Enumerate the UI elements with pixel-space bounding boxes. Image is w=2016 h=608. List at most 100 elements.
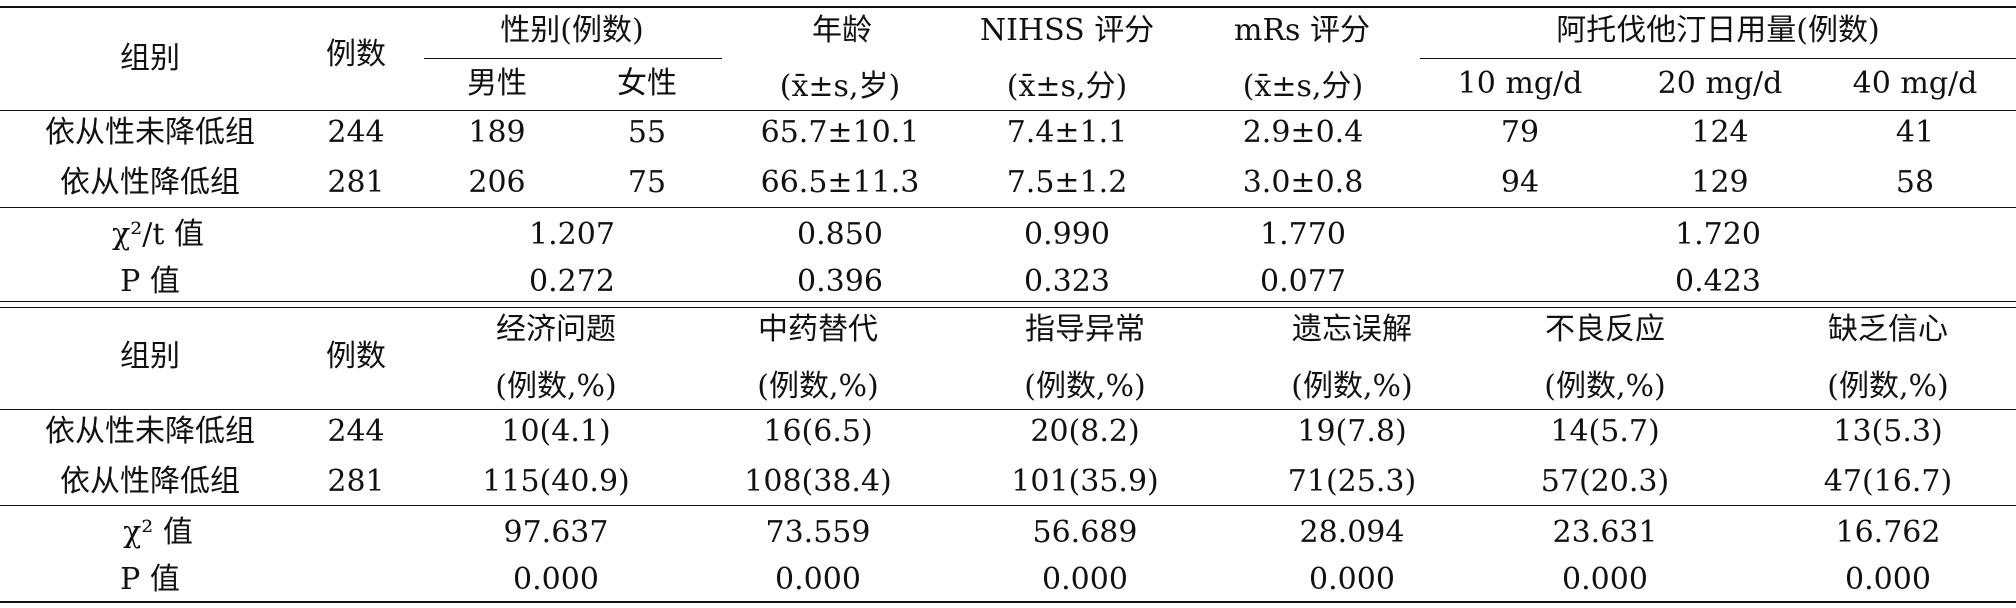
header-group: 组别 <box>120 41 180 76</box>
row-nihss: 7.4±1.1 <box>1006 115 1128 150</box>
row-forget: 71(25.3) <box>1287 464 1417 499</box>
section-divider-rule-2 <box>0 307 2016 308</box>
header-forget-unit: (例数,%) <box>1291 369 1413 404</box>
row-tcm: 108(38.4) <box>744 464 892 499</box>
row-group: 依从性未降低组 <box>45 414 255 449</box>
row-mrs: 3.0±0.8 <box>1242 165 1364 200</box>
stat-label: χ²/t 值 <box>112 217 204 252</box>
header-guidance: 指导异常 <box>1025 312 1145 347</box>
header-dose-10: 10 mg/d <box>1457 66 1583 101</box>
row-tcm: 16(6.5) <box>763 414 873 449</box>
row-female: 75 <box>627 165 667 200</box>
header-count: 例数 <box>326 37 386 72</box>
header-male: 男性 <box>467 66 527 101</box>
p-forget: 0.000 <box>1309 562 1395 597</box>
row-female: 55 <box>627 115 667 150</box>
p-tcm: 0.000 <box>775 562 861 597</box>
row-age: 66.5±11.3 <box>760 165 920 200</box>
p-label: P 值 <box>120 562 180 597</box>
header-dose-20: 20 mg/d <box>1657 66 1783 101</box>
header-nihss-unit: (x̄±s,分) <box>1006 69 1128 104</box>
p-guidance: 0.000 <box>1042 562 1128 597</box>
row-group: 依从性未降低组 <box>45 115 255 150</box>
header-nihss: NIHSS 评分 <box>979 13 1155 48</box>
bottom-header-rule <box>0 409 2016 410</box>
row-male: 206 <box>468 165 526 200</box>
header-mrs: mRs 评分 <box>1234 13 1370 48</box>
header-age-unit: (x̄±s,岁) <box>779 69 901 104</box>
header-forget: 遗忘误解 <box>1292 312 1412 347</box>
row-n: 281 <box>327 165 385 200</box>
section-divider-rule-1 <box>0 301 2016 302</box>
row-adverse: 57(20.3) <box>1540 464 1670 499</box>
header-sex: 性别(例数) <box>500 13 644 48</box>
row-n: 281 <box>327 464 385 499</box>
row-economic: 10(4.1) <box>501 414 611 449</box>
stat-confidence: 16.762 <box>1835 515 1941 550</box>
p-dose: 0.423 <box>1675 264 1761 299</box>
header-economic-unit: (例数,%) <box>495 369 617 404</box>
row-dose-20: 124 <box>1691 115 1749 150</box>
p-adverse: 0.000 <box>1562 562 1648 597</box>
row-guidance: 101(35.9) <box>1011 464 1159 499</box>
bottom-rule <box>0 601 2016 603</box>
stat-mrs: 1.770 <box>1260 217 1346 252</box>
row-group: 依从性降低组 <box>60 165 240 200</box>
header-female: 女性 <box>617 66 677 101</box>
row-dose-40: 58 <box>1895 165 1935 200</box>
header-dose: 阿托伐他汀日用量(例数) <box>1556 13 1880 48</box>
row-n: 244 <box>327 115 385 150</box>
p-label: P 值 <box>120 264 180 299</box>
row-group: 依从性降低组 <box>60 464 240 499</box>
stat-forget: 28.094 <box>1299 515 1405 550</box>
header-confidence: 缺乏信心 <box>1828 312 1948 347</box>
stat-age: 0.850 <box>797 217 883 252</box>
p-economic: 0.000 <box>513 562 599 597</box>
stat-economic: 97.637 <box>503 515 609 550</box>
header-tcm-unit: (例数,%) <box>757 369 879 404</box>
row-mrs: 2.9±0.4 <box>1242 115 1364 150</box>
stat-nihss: 0.990 <box>1024 217 1110 252</box>
stat-adverse: 23.631 <box>1552 515 1658 550</box>
p-age: 0.396 <box>797 264 883 299</box>
header-tcm: 中药替代 <box>758 312 878 347</box>
row-dose-20: 129 <box>1691 165 1749 200</box>
row-dose-10: 94 <box>1500 165 1540 200</box>
stat-label: χ² 值 <box>123 515 193 550</box>
stat-dose: 1.720 <box>1675 217 1761 252</box>
stat-sex: 1.207 <box>529 217 615 252</box>
header-economic: 经济问题 <box>496 312 616 347</box>
header-group: 组别 <box>120 339 180 374</box>
dose-underline <box>1420 58 2016 59</box>
sex-underline <box>424 58 722 59</box>
p-confidence: 0.000 <box>1845 562 1931 597</box>
row-adverse: 14(5.7) <box>1550 414 1660 449</box>
header-bottom-rule <box>0 110 2016 111</box>
data-bottom-rule <box>0 207 2016 208</box>
header-guidance-unit: (例数,%) <box>1024 369 1146 404</box>
top-rule <box>0 6 2016 8</box>
header-confidence-unit: (例数,%) <box>1827 369 1949 404</box>
header-count: 例数 <box>326 339 386 374</box>
row-male: 189 <box>468 115 526 150</box>
header-adverse-unit: (例数,%) <box>1544 369 1666 404</box>
row-dose-10: 79 <box>1500 115 1540 150</box>
row-confidence: 47(16.7) <box>1823 464 1953 499</box>
row-age: 65.7±10.1 <box>760 115 920 150</box>
row-guidance: 20(8.2) <box>1030 414 1140 449</box>
row-n: 244 <box>327 414 385 449</box>
row-forget: 19(7.8) <box>1297 414 1407 449</box>
header-mrs-unit: (x̄±s,分) <box>1242 69 1364 104</box>
stat-guidance: 56.689 <box>1032 515 1138 550</box>
stat-tcm: 73.559 <box>765 515 871 550</box>
p-nihss: 0.323 <box>1024 264 1110 299</box>
row-confidence: 13(5.3) <box>1833 414 1943 449</box>
bottom-data-rule <box>0 505 2016 506</box>
p-mrs: 0.077 <box>1260 264 1346 299</box>
header-adverse: 不良反应 <box>1545 312 1665 347</box>
row-nihss: 7.5±1.2 <box>1006 165 1128 200</box>
header-age: 年龄 <box>812 13 872 48</box>
row-economic: 115(40.9) <box>482 464 630 499</box>
p-sex: 0.272 <box>529 264 615 299</box>
row-dose-40: 41 <box>1895 115 1935 150</box>
